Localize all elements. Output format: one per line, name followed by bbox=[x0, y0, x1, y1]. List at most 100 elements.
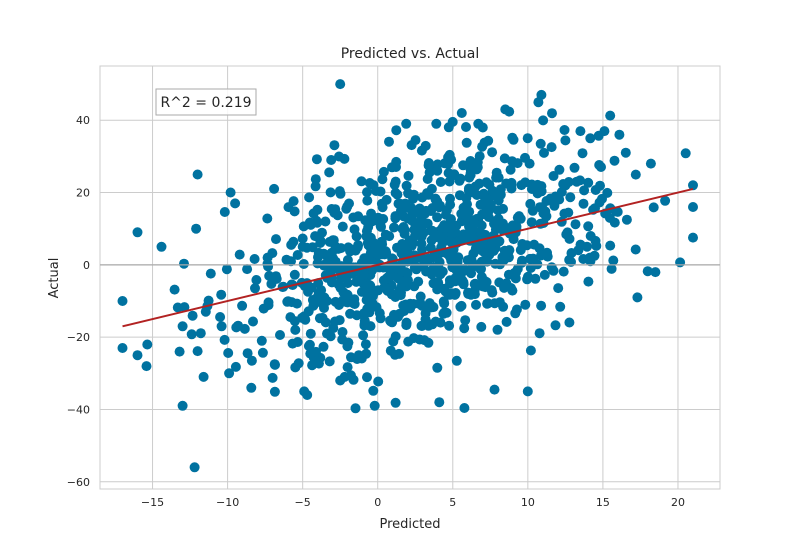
scatter-point bbox=[287, 338, 298, 349]
scatter-point bbox=[407, 208, 418, 219]
scatter-point bbox=[325, 187, 336, 198]
scatter-point bbox=[391, 125, 402, 136]
scatter-point bbox=[630, 169, 641, 180]
scatter-point bbox=[230, 198, 241, 209]
scatter-point bbox=[373, 376, 384, 387]
scatter-point bbox=[392, 189, 403, 200]
scatter-point bbox=[326, 247, 337, 258]
scatter-point bbox=[578, 254, 589, 264]
scatter-point bbox=[216, 321, 227, 332]
scatter-point bbox=[483, 135, 494, 146]
scatter-point bbox=[432, 212, 443, 223]
scatter-point bbox=[510, 273, 521, 284]
scatter-point bbox=[336, 243, 346, 254]
scatter-point bbox=[426, 206, 436, 216]
x-tick-label: 5 bbox=[449, 496, 456, 509]
x-tick-label: −15 bbox=[141, 496, 164, 509]
scatter-point bbox=[262, 252, 273, 263]
scatter-point bbox=[489, 384, 500, 395]
scatter-point bbox=[579, 185, 590, 196]
scatter-point bbox=[345, 246, 356, 257]
scatter-point bbox=[384, 231, 395, 242]
scatter-point bbox=[583, 221, 594, 232]
scatter-point bbox=[508, 134, 519, 145]
scatter-point bbox=[536, 250, 547, 261]
scatter-point bbox=[458, 160, 469, 171]
scatter-point bbox=[368, 237, 379, 248]
scatter-point bbox=[304, 192, 315, 203]
scatter-point bbox=[606, 263, 617, 274]
scatter-point bbox=[461, 122, 471, 132]
scatter-point bbox=[560, 135, 571, 146]
scatter-point bbox=[418, 261, 429, 272]
scatter-point bbox=[346, 352, 356, 363]
scatter-point bbox=[443, 289, 454, 300]
scatter-point bbox=[484, 205, 495, 216]
scatter-point bbox=[262, 213, 273, 224]
scatter-point bbox=[479, 241, 490, 252]
scatter-point bbox=[311, 154, 322, 165]
scatter-point bbox=[379, 282, 390, 293]
scatter-point bbox=[403, 170, 414, 181]
scatter-point bbox=[477, 122, 488, 133]
scatter-point bbox=[423, 253, 434, 264]
scatter-point bbox=[359, 315, 370, 326]
scatter-point bbox=[305, 328, 316, 339]
scatter-point bbox=[650, 267, 661, 278]
scatter-point bbox=[403, 188, 414, 199]
scatter-point bbox=[325, 331, 336, 342]
scatter-point bbox=[520, 299, 531, 310]
scatter-point bbox=[431, 232, 442, 243]
scatter-point bbox=[371, 186, 382, 196]
scatter-point bbox=[484, 179, 495, 190]
scatter-point bbox=[483, 196, 494, 207]
scatter-point bbox=[432, 165, 443, 176]
scatter-point bbox=[453, 252, 464, 263]
scatter-point bbox=[421, 304, 432, 315]
scatter-point bbox=[465, 232, 476, 243]
scatter-point bbox=[620, 147, 631, 158]
scatter-point bbox=[435, 177, 446, 187]
scatter-point bbox=[506, 177, 517, 188]
scatter-point bbox=[459, 323, 470, 334]
scatter-point bbox=[481, 256, 491, 267]
scatter-point bbox=[289, 269, 300, 280]
scatter-point bbox=[565, 192, 576, 203]
scatter-point bbox=[688, 180, 698, 191]
scatter-point bbox=[320, 317, 331, 328]
scatter-point bbox=[318, 341, 329, 352]
scatter-point bbox=[499, 153, 510, 164]
scatter-point bbox=[459, 403, 470, 413]
scatter-point bbox=[621, 214, 632, 225]
scatter-point bbox=[401, 180, 412, 191]
scatter-point bbox=[630, 244, 641, 255]
scatter-point bbox=[334, 186, 345, 197]
scatter-point bbox=[267, 372, 278, 383]
scatter-point bbox=[348, 212, 359, 223]
scatter-point bbox=[366, 283, 376, 294]
scatter-point bbox=[548, 265, 559, 276]
scatter-point bbox=[271, 271, 281, 282]
scatter-point bbox=[177, 321, 188, 332]
tick-labels: −15 −10 −5 0 5 10 15 20 −60 −40 −20 0 20 40 bbox=[67, 114, 685, 509]
scatter-point bbox=[234, 249, 245, 260]
scatter-point bbox=[512, 158, 523, 169]
scatter-point bbox=[688, 202, 698, 212]
scatter-point bbox=[458, 277, 469, 288]
scatter-point bbox=[418, 227, 429, 238]
scatter-point bbox=[451, 355, 462, 366]
scatter-point bbox=[499, 252, 510, 263]
scatter-point bbox=[189, 462, 200, 473]
scatter-point bbox=[571, 176, 582, 187]
scatter-point bbox=[299, 386, 310, 397]
scatter-point bbox=[540, 209, 551, 220]
scatter-point bbox=[595, 180, 605, 191]
scatter-point bbox=[179, 258, 189, 269]
scatter-point bbox=[342, 289, 353, 300]
scatter-point bbox=[428, 278, 439, 289]
scatter-point bbox=[415, 297, 426, 308]
scatter-point bbox=[533, 97, 544, 108]
scatter-point bbox=[675, 257, 686, 268]
x-tick-label: −10 bbox=[216, 496, 239, 509]
scatter-point bbox=[476, 321, 487, 332]
